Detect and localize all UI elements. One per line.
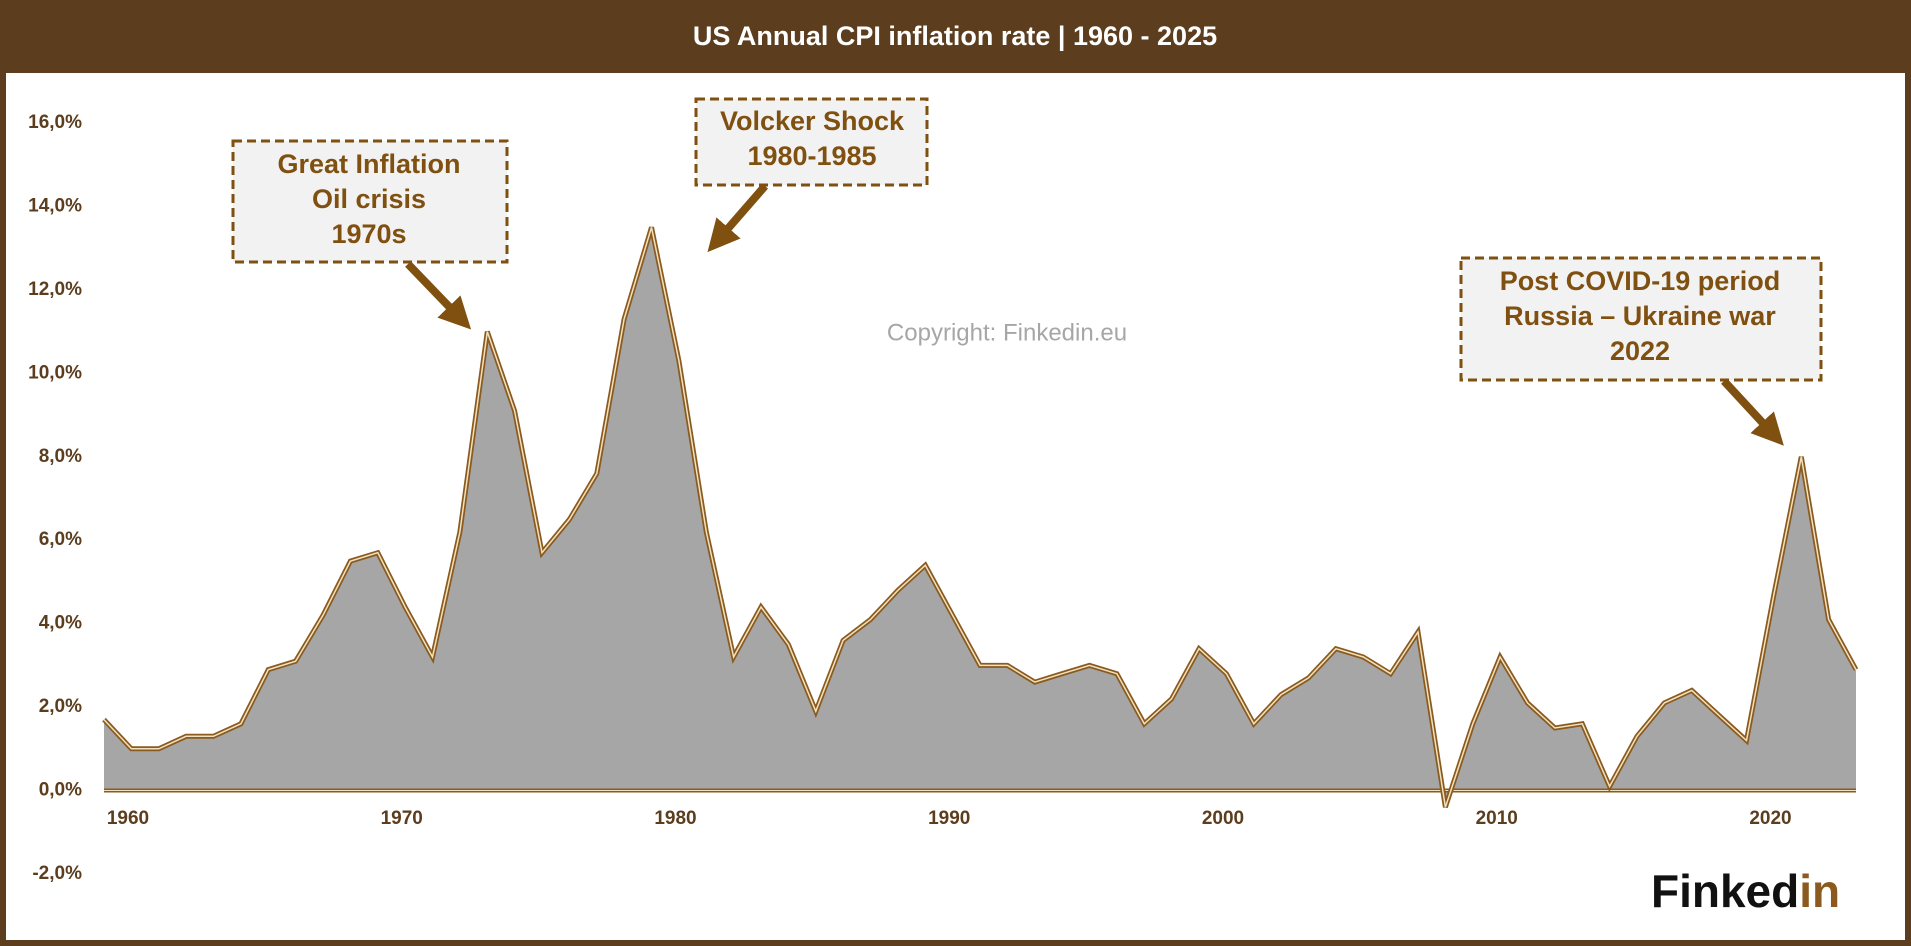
annotation-text: Volcker Shock [720,106,905,136]
y-tick-label: -2,0% [32,863,82,884]
y-tick-label: 2,0% [39,696,82,717]
annotation-box [231,139,509,264]
annotation-text: Russia – Ukraine war [1504,301,1776,331]
logo: Finkedin [1651,865,1840,917]
x-tick-label: 1960 [107,808,149,829]
annotation-box [694,97,929,187]
annotation-text: 1980-1985 [747,141,876,171]
chart-title: US Annual CPI inflation rate | 1960 - 20… [693,21,1217,51]
watermark: Copyright: Finkedin.eu [887,319,1127,346]
y-tick-label: 6,0% [39,529,82,550]
annotation-text: 2022 [1610,336,1670,366]
logo-main: Finked [1651,865,1799,917]
annotation-arrow [405,261,472,330]
y-tick-label: 16,0% [28,112,82,133]
annotation-box [1459,256,1823,382]
y-tick-label: 10,0% [28,362,82,383]
x-tick-label: 1990 [928,808,970,829]
annotation-text: Post COVID-19 period [1500,266,1781,296]
y-tick-label: 4,0% [39,613,82,634]
annotation-text: Oil crisis [312,184,426,214]
y-tick-label: 8,0% [39,446,82,467]
x-tick-label: 2010 [1476,808,1518,829]
annotation-arrow [707,183,769,253]
annotations: Great Inflation Oil crisis 1970s Volcker Sh… [231,97,1823,446]
annotation-text: Great Inflation [277,149,460,179]
annotation-arrow [1721,378,1784,446]
x-tick-label: 1980 [654,808,696,829]
line-inner [103,227,1857,808]
y-tick-label: 0,0% [39,780,82,801]
x-tick-label: 2000 [1202,808,1244,829]
x-tick-label: 2020 [1749,808,1791,829]
logo-accent: in [1799,865,1840,917]
y-tick-label: 14,0% [28,195,82,216]
x-tick-label: 1970 [381,808,423,829]
area [104,227,1856,808]
annotation-text: 1970s [331,219,406,249]
y-tick-label: 12,0% [28,279,82,300]
